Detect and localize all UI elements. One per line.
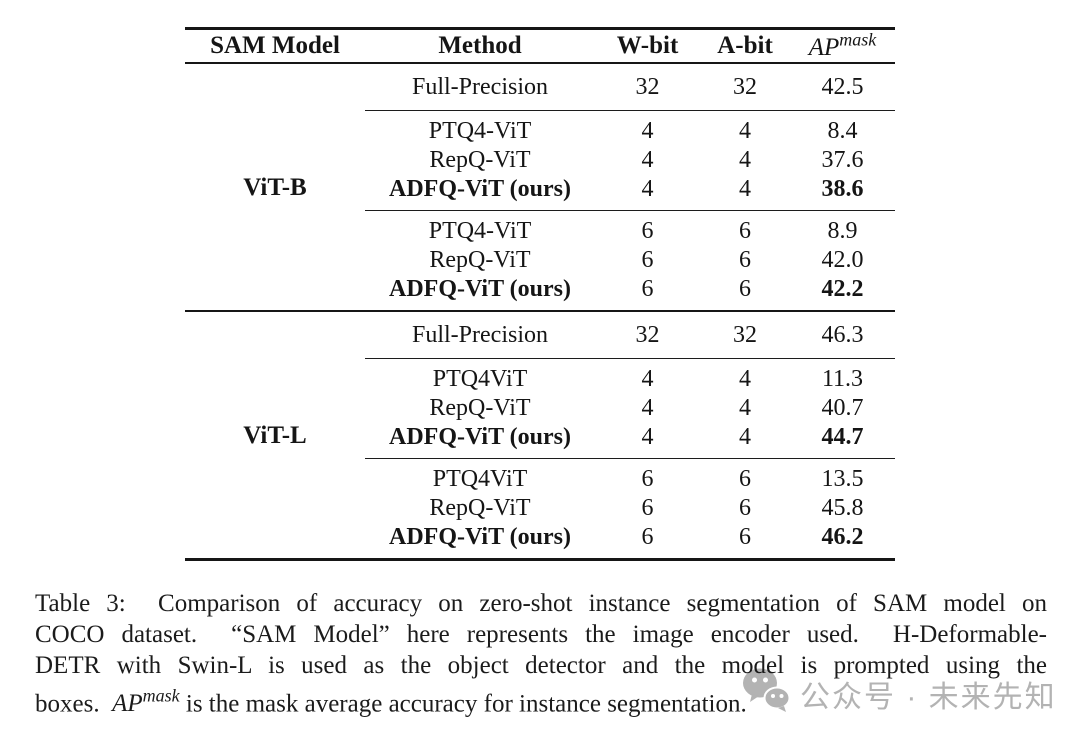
method-cell: ADFQ-ViT (ours) <box>365 423 595 460</box>
table-caption: Table 3: Comparison of accuracy on zero-… <box>35 588 1047 719</box>
wbit-cell: 4 <box>641 366 654 393</box>
method-cell: Full-Precision <box>365 63 595 112</box>
wbit-cell: 32 <box>595 63 700 112</box>
table-row-ours: ADFQ-ViT (ours) 4 4 38.6 <box>185 175 895 212</box>
ap-cell: 46.2 <box>790 523 895 562</box>
ap-cell: 13.5 <box>821 466 864 493</box>
ap-cell: 45.8 <box>821 495 864 522</box>
abit-cell: 4 <box>700 423 790 460</box>
table-row: RepQ-ViT 6 6 45.8 <box>185 494 895 523</box>
ap-mask-symbol: APmask <box>808 30 877 62</box>
table-row: PTQ4-ViT 6 6 8.9 <box>185 211 895 247</box>
wbit-cell: 6 <box>641 466 654 493</box>
wbit-cell: 4 <box>595 175 700 212</box>
ap-cell: 42.0 <box>821 247 864 274</box>
caption-line-3: DETR with Swin-L is used as the object d… <box>35 652 1047 679</box>
method-cell: RepQ-ViT <box>429 395 531 422</box>
model-label-vitl: ViT-L <box>185 311 365 562</box>
ap-cell: 42.5 <box>790 63 895 112</box>
wechat-icon <box>742 668 791 720</box>
method-cell: PTQ4-ViT <box>428 218 532 245</box>
caption-line-2: COCO dataset. “SAM Model” here represent… <box>35 621 1047 648</box>
wbit-cell: 4 <box>641 147 654 174</box>
caption-line-1: Table 3: Comparison of accuracy on zero-… <box>35 590 1047 617</box>
table-row-ours: ADFQ-ViT (ours) 6 6 42.2 <box>185 275 895 313</box>
method-cell: ADFQ-ViT (ours) <box>365 523 595 562</box>
abit-cell: 6 <box>739 466 751 493</box>
method-cell: RepQ-ViT <box>429 147 531 174</box>
table-row: RepQ-ViT 4 4 40.7 <box>185 394 895 423</box>
table-row-ours: ADFQ-ViT (ours) 4 4 44.7 <box>185 423 895 460</box>
abit-cell: 4 <box>700 175 790 212</box>
table-header-row: SAM Model Method W-bit A-bit APmask <box>185 28 895 65</box>
ap-cell: 40.7 <box>821 395 864 422</box>
abit-cell: 32 <box>700 63 790 112</box>
method-cell: PTQ4ViT <box>432 366 528 393</box>
table-row: ViT-B Full-Precision 32 32 42.5 <box>185 63 895 313</box>
abit-cell: 4 <box>739 366 751 393</box>
wbit-cell: 6 <box>641 247 654 274</box>
ap-cell: 11.3 <box>821 366 864 393</box>
header-sam-model: SAM Model <box>185 28 365 65</box>
method-cell: ADFQ-ViT (ours) <box>365 275 595 313</box>
vitb-section: ViT-B Full-Precision 32 32 42.5 PTQ4-ViT… <box>185 63 895 313</box>
wbit-cell: 4 <box>641 118 654 145</box>
ap-cell: 38.6 <box>790 175 895 212</box>
table-row-ours: ADFQ-ViT (ours) 6 6 46.2 <box>185 523 895 562</box>
watermark-text: 公众号 · 未来先知 <box>800 681 1057 714</box>
abit-cell: 6 <box>700 523 790 562</box>
wbit-cell: 32 <box>595 311 700 360</box>
table-row: PTQ4ViT 6 6 13.5 <box>185 459 895 495</box>
method-cell: PTQ4ViT <box>432 466 528 493</box>
table-row: PTQ4ViT 4 4 11.3 <box>185 359 895 395</box>
method-cell: RepQ-ViT <box>429 495 531 522</box>
abit-cell: 6 <box>739 247 751 274</box>
table-row: PTQ4-ViT 4 4 8.4 <box>185 111 895 147</box>
table-row: RepQ-ViT 6 6 42.0 <box>185 246 895 275</box>
table-row: RepQ-ViT 4 4 37.6 <box>185 146 895 175</box>
results-table: SAM Model Method W-bit A-bit APmask ViT-… <box>185 27 895 562</box>
header-method: Method <box>365 28 595 65</box>
watermark: 公众号 · 未来先知 <box>742 668 1057 720</box>
method-cell: ADFQ-ViT (ours) <box>365 175 595 212</box>
ap-cell: 37.6 <box>821 147 864 174</box>
abit-cell: 4 <box>739 395 751 422</box>
header-ap-mask: APmask <box>790 28 895 65</box>
model-label-vitb: ViT-B <box>185 63 365 313</box>
method-cell: RepQ-ViT <box>429 247 531 274</box>
caption-line-4: boxes. APmask is the mask average accura… <box>35 686 747 718</box>
table-row: ViT-L Full-Precision 32 32 46.3 <box>185 311 895 562</box>
ap-cell: 8.9 <box>827 218 858 245</box>
wbit-cell: 6 <box>641 218 654 245</box>
vitl-section: ViT-L Full-Precision 32 32 46.3 PTQ4ViT … <box>185 311 895 562</box>
method-cell: Full-Precision <box>365 311 595 360</box>
wbit-cell: 4 <box>595 423 700 460</box>
ap-mask-symbol: APmask <box>112 686 180 718</box>
abit-cell: 6 <box>700 275 790 313</box>
abit-cell: 32 <box>700 311 790 360</box>
wbit-cell: 4 <box>641 395 654 422</box>
abit-cell: 6 <box>739 495 751 522</box>
wbit-cell: 6 <box>595 523 700 562</box>
ap-cell: 8.4 <box>827 118 858 145</box>
method-cell: PTQ4-ViT <box>428 118 532 145</box>
ap-cell: 42.2 <box>790 275 895 313</box>
abit-cell: 4 <box>739 147 751 174</box>
wbit-cell: 6 <box>641 495 654 522</box>
ap-cell: 44.7 <box>790 423 895 460</box>
header-abit: A-bit <box>700 28 790 65</box>
ap-cell: 46.3 <box>790 311 895 360</box>
abit-cell: 4 <box>739 118 751 145</box>
wbit-cell: 6 <box>595 275 700 313</box>
abit-cell: 6 <box>739 218 751 245</box>
header-wbit: W-bit <box>595 28 700 65</box>
